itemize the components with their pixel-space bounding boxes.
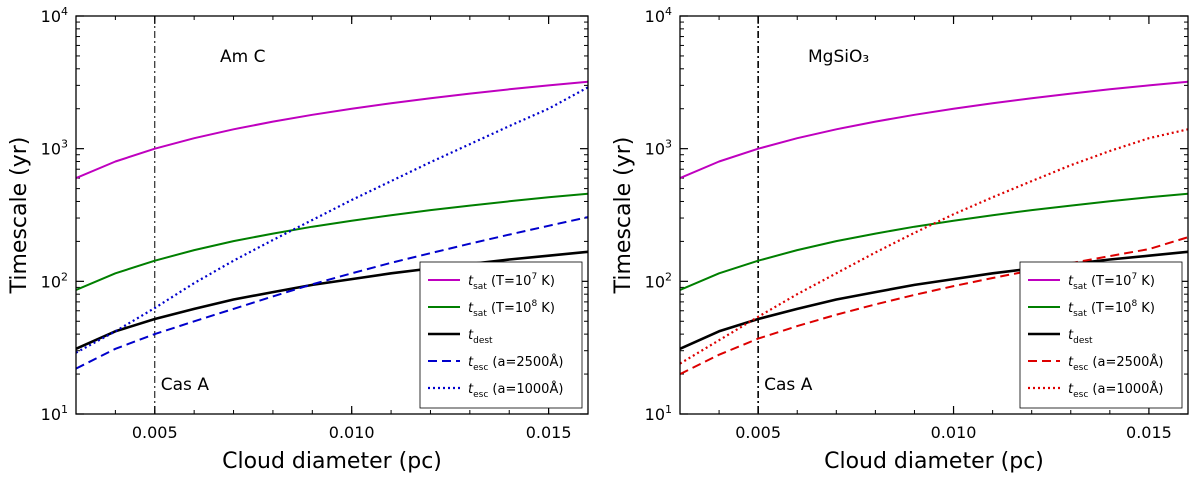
- legend-entry: tesc (a=1000Å): [468, 381, 563, 400]
- x-axis-label: Cloud diameter (pc): [824, 449, 1044, 474]
- x-tick-label: 0.010: [329, 423, 375, 442]
- x-axis-label: Cloud diameter (pc): [222, 449, 442, 474]
- y-tick-label: 102: [41, 270, 68, 291]
- legend-entry: tesc (a=2500Å): [1068, 354, 1163, 373]
- legend-entry: tsat (T=107 K): [1068, 272, 1155, 292]
- series-line-dest-2: [76, 250, 588, 350]
- legend-entry: tesc (a=2500Å): [468, 354, 563, 373]
- series-line-sat-0: [76, 80, 588, 180]
- chart-panel-am-c: 0.005 0.010 0.015 101 102 103 104 Cas A Am C tsat…: [7, 5, 589, 474]
- legend-entry: tsat (T=108 K): [468, 299, 555, 319]
- plot-frame: [75, 15, 589, 415]
- series-group: [76, 80, 588, 370]
- x-tick-label: 0.005: [132, 423, 178, 442]
- y-tick-label: 103: [41, 138, 68, 159]
- plot-frame: [679, 15, 1189, 415]
- y-tick-label: 104: [645, 5, 672, 26]
- series-line-sat-1: [76, 192, 588, 291]
- series-line-sat-0: [680, 80, 1188, 180]
- series-line-dest-2: [680, 250, 1188, 350]
- legend-entry: tsat (T=107 K): [468, 272, 555, 292]
- legend-entry: tsat (T=108 K): [1068, 299, 1155, 319]
- series-line-esc-3: [76, 216, 588, 370]
- y-tick-label: 102: [645, 270, 672, 291]
- legend-entry: tesc (a=1000Å): [1068, 381, 1163, 400]
- y-axis-label: Timescale (yr): [7, 137, 32, 295]
- panel-label: Am C: [220, 47, 265, 67]
- y-tick-label: 103: [645, 138, 672, 159]
- cas-a-label: Cas A: [764, 375, 813, 395]
- y-axis-label: Timescale (yr): [611, 137, 636, 295]
- legend-entry: tdest: [468, 328, 493, 346]
- y-tick-label: 101: [41, 403, 68, 424]
- chart-panel-mgsio3: 0.005 0.010 0.015 101 102 103 104 Cas A MgSiO₃ ts…: [611, 5, 1189, 474]
- y-tick-label: 101: [645, 403, 672, 424]
- x-tick-label: 0.015: [526, 423, 572, 442]
- x-tick-label: 0.010: [931, 423, 977, 442]
- series-line-esc-4: [680, 128, 1188, 365]
- legend-entry: tdest: [1068, 328, 1093, 346]
- series-line-esc-3: [680, 236, 1188, 375]
- cas-a-label: Cas A: [161, 375, 210, 395]
- y-tick-label: 104: [41, 5, 68, 26]
- series-group: [680, 80, 1188, 375]
- x-tick-label: 0.015: [1126, 423, 1172, 442]
- x-tick-label: 0.005: [735, 423, 781, 442]
- panel-label: MgSiO₃: [808, 47, 869, 67]
